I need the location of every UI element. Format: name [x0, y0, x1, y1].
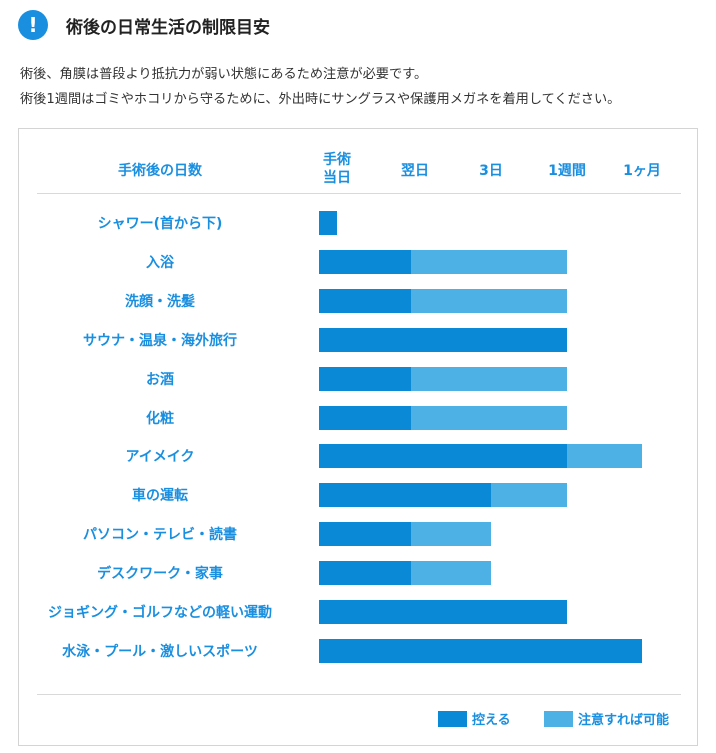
row-header-label: 手術後の日数: [118, 163, 202, 179]
row-label: 水泳・プール・激しいスポーツ: [62, 643, 258, 660]
row-label: シャワー(首から下): [97, 216, 223, 232]
timeline-label: 1週間: [532, 160, 602, 180]
exclamation-icon: !: [18, 10, 48, 40]
page-title: 術後の日常生活の制限目安: [66, 17, 270, 38]
footer-divider: [37, 694, 681, 695]
avoid-bar: [319, 249, 411, 274]
legend-label: 控える: [472, 713, 511, 728]
row-label: デスクワーク・家事: [97, 566, 223, 583]
row-label: 車の運転: [132, 488, 188, 505]
timeline-label: 3日: [456, 160, 526, 180]
row-label: 入浴: [146, 254, 174, 271]
avoid-bar: [319, 522, 411, 547]
timeline-label-line: 翌日: [401, 163, 429, 179]
row-label: サウナ・温泉・海外旅行: [83, 332, 237, 349]
header-divider: [37, 193, 681, 194]
timeline-label: 翌日: [380, 160, 450, 180]
caution-bar: [567, 444, 642, 469]
row-label: アイメイク: [125, 449, 195, 466]
timeline-label: 手術 当日: [302, 151, 372, 187]
caution-bar: [411, 288, 567, 313]
row-label: お酒: [146, 371, 174, 388]
avoid-bar: [319, 600, 567, 624]
row-label: パソコン・テレビ・読書: [83, 527, 237, 544]
avoid-bar: [319, 366, 411, 391]
timeline-label: 1ヶ月: [607, 160, 677, 180]
legend-item: 控える: [438, 709, 511, 728]
avoid-bar: [319, 638, 642, 663]
legend-item: 注意すれば可能: [544, 709, 669, 728]
caution-bar: [411, 405, 567, 430]
intro-line-2: 術後1週間はゴミやホコリから守るために、外出時にサングラスや保護用メガネを着用し…: [20, 92, 621, 107]
avoid-bar: [319, 444, 567, 469]
intro-line-1: 術後、角膜は普段より抵抗力が弱い状態にあるため注意が必要です。: [20, 67, 428, 82]
row-label: 化粧: [146, 410, 174, 427]
avoid-bar: [319, 483, 491, 508]
avoid-bar: [319, 211, 337, 235]
timeline-label-line: 1週間: [548, 163, 586, 179]
row-label: 洗顔・洗髪: [125, 293, 195, 310]
timeline-label-line: 手術: [323, 152, 351, 168]
legend-swatch: [438, 710, 467, 727]
timeline-label-line: 3日: [479, 163, 503, 179]
page-header: ! 術後の日常生活の制限目安: [18, 8, 270, 42]
row-label: ジョギング・ゴルフなどの軽い運動: [48, 605, 272, 621]
caution-bar: [411, 522, 491, 547]
legend-label: 注意すれば可能: [578, 713, 670, 728]
avoid-bar: [319, 405, 411, 430]
avoid-bar: [319, 561, 411, 586]
caution-bar: [411, 561, 491, 586]
restriction-chart: 手術後の日数 手術当日 翌日 3日 1週間 1ヶ月シャワー(首から下) 入浴洗顔・洗髪サウ…: [18, 128, 698, 746]
legend-swatch: [544, 710, 573, 727]
timeline-label-line: 1ヶ月: [623, 163, 661, 179]
caution-bar: [491, 483, 567, 508]
intro-text: 術後、角膜は普段より抵抗力が弱い状態にあるため注意が必要です。 術後1週間はゴミ…: [20, 62, 710, 112]
caution-bar: [411, 249, 567, 274]
caution-bar: [411, 366, 567, 391]
avoid-bar: [319, 288, 411, 313]
avoid-bar: [319, 327, 567, 352]
timeline-label-line: 当日: [323, 170, 351, 186]
